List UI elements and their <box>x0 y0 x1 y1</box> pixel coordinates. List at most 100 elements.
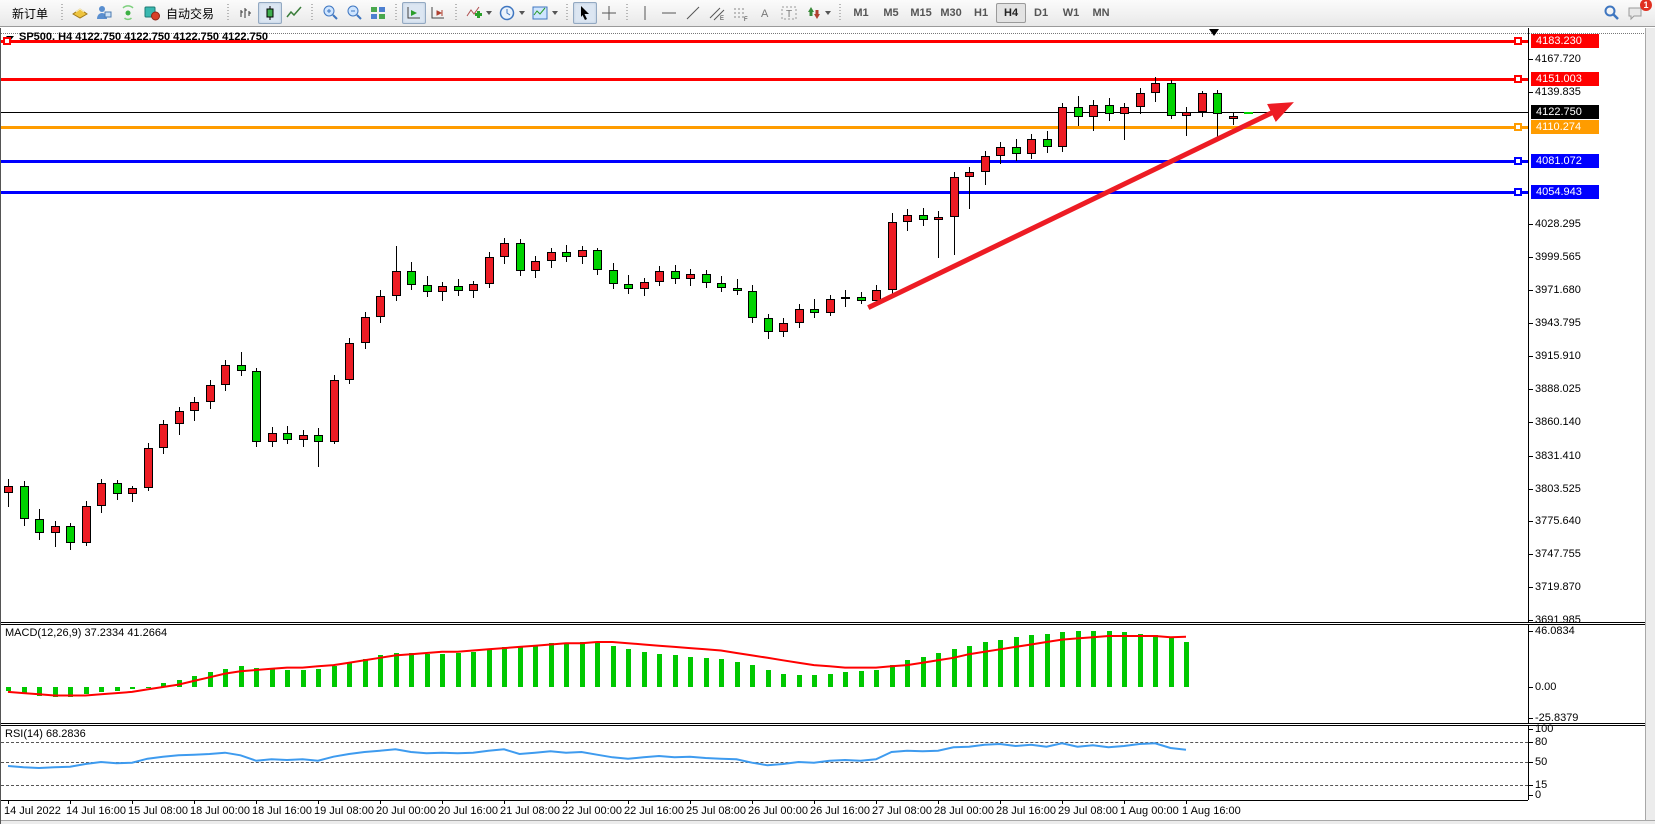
tf-h4-button[interactable]: H4 <box>996 3 1027 23</box>
macd-histogram-bar <box>1060 632 1065 687</box>
search-button[interactable] <box>1599 2 1623 24</box>
templates-icon <box>531 4 549 22</box>
candle <box>702 273 711 283</box>
tf-d1-button[interactable]: D1 <box>1034 7 1049 19</box>
crosshair-button[interactable] <box>597 2 621 24</box>
price-tick-3775.640: 3775.640 <box>1535 515 1581 527</box>
rsi-value: 68.2836 <box>45 728 86 740</box>
tf-w1-button[interactable]: W1 <box>1062 7 1080 19</box>
hline-4054.943[interactable] <box>1 191 1528 194</box>
macd-histogram-bar <box>642 651 647 687</box>
tf-h1-button[interactable]: H1 <box>974 7 989 19</box>
toolbar-grip[interactable] <box>625 4 630 22</box>
text-label-button[interactable]: T <box>777 2 801 24</box>
chart-profile-button[interactable] <box>68 2 92 24</box>
candle <box>469 284 478 292</box>
candle <box>20 485 29 519</box>
horizontal-line-button[interactable] <box>657 2 681 24</box>
macd-name: MACD(12,26,9) <box>5 627 82 639</box>
arrows-dropdown-caret[interactable] <box>825 11 832 15</box>
candle <box>51 525 60 533</box>
autotrading-button[interactable]: 自动交易 <box>140 2 222 24</box>
trendline-button[interactable] <box>681 2 705 24</box>
indicators-icon <box>465 4 483 22</box>
hline-4122.750[interactable] <box>1 112 1528 113</box>
macd-histogram-bar <box>983 642 988 687</box>
toolbar-grip[interactable] <box>565 4 570 22</box>
fibonacci-button[interactable]: F <box>729 2 753 24</box>
bar-chart-button[interactable] <box>234 2 258 24</box>
rsi-splitter[interactable] <box>1 723 1655 726</box>
candle <box>82 505 91 544</box>
signals-button[interactable] <box>116 2 140 24</box>
time-tick <box>318 800 319 804</box>
zoom-in-button[interactable] <box>318 2 342 24</box>
indicators-button[interactable] <box>462 2 495 24</box>
toolbar-grip[interactable] <box>60 4 65 22</box>
zoom-out-button[interactable] <box>342 2 366 24</box>
price-tick-3831.410-tick <box>1528 456 1533 457</box>
trend-arrow[interactable] <box>867 102 1294 310</box>
candle <box>857 297 866 301</box>
line-handle[interactable] <box>1514 123 1522 131</box>
new-order-button[interactable]: 新订单 <box>4 2 56 24</box>
vertical-line-button[interactable] <box>633 2 657 24</box>
auto-scroll-button[interactable] <box>402 2 427 24</box>
candle <box>345 343 354 380</box>
toolbar-grip[interactable] <box>310 4 315 22</box>
periods-dropdown-caret[interactable] <box>519 11 526 15</box>
tf-m15-button[interactable]: M15 <box>910 7 932 19</box>
candle <box>500 242 509 257</box>
price-tick-3803.525: 3803.525 <box>1535 483 1581 495</box>
line-handle[interactable] <box>1514 37 1522 45</box>
macd-splitter[interactable] <box>1 622 1655 625</box>
macd-histogram-bar <box>456 653 461 687</box>
templates-dropdown-caret[interactable] <box>552 11 559 15</box>
text-button[interactable]: A <box>753 2 777 24</box>
tf-mn-button[interactable]: MN <box>1092 7 1110 19</box>
equidistant-channel-button[interactable]: E <box>705 2 729 24</box>
candle <box>438 286 447 293</box>
line-chart-button[interactable] <box>282 2 306 24</box>
periods-button[interactable] <box>495 2 528 24</box>
indicators-dropdown-caret[interactable] <box>486 11 493 15</box>
candle <box>996 147 1005 156</box>
notifications-button[interactable]: 1 <box>1623 0 1652 24</box>
hline-4110.274[interactable] <box>1 126 1528 129</box>
metaeditor-button[interactable] <box>92 2 116 24</box>
toolbar-grip[interactable] <box>838 4 843 22</box>
toolbar-grip[interactable] <box>394 4 399 22</box>
line-handle[interactable] <box>1514 188 1522 196</box>
time-label: 18 Jul 00:00 <box>190 805 250 817</box>
chart-area[interactable]: SP500, H4 4122.750 4122.750 4122.750 412… <box>0 28 1655 824</box>
rsi-axis-80-tick <box>1528 742 1533 743</box>
candle <box>1012 147 1021 155</box>
time-tick <box>132 800 133 804</box>
toolbar-grip[interactable] <box>454 4 459 22</box>
tile-windows-button[interactable] <box>366 2 390 24</box>
toolbar-grip[interactable] <box>226 4 231 22</box>
macd-histogram-bar <box>657 654 662 687</box>
hline-4081.072[interactable] <box>1 160 1528 163</box>
chart-shift-button[interactable] <box>426 2 450 24</box>
line-handle[interactable] <box>3 37 11 45</box>
candle-wick <box>8 478 9 507</box>
line-handle[interactable] <box>1514 75 1522 83</box>
candlestick-chart-button[interactable] <box>258 2 283 24</box>
candle <box>485 257 494 285</box>
macd-histogram-bar <box>394 653 399 687</box>
tf-m1-button[interactable]: M1 <box>853 7 869 19</box>
cursor-button[interactable] <box>573 2 598 24</box>
macd-histogram-bar <box>874 670 879 687</box>
line-handle[interactable] <box>1514 157 1522 165</box>
tf-m30-button[interactable]: M30 <box>940 7 962 19</box>
hline-4183.230[interactable] <box>1 40 1528 43</box>
tf-m5-button[interactable]: M5 <box>883 7 899 19</box>
rsi-name: RSI(14) <box>5 728 43 740</box>
templates-button[interactable] <box>528 2 561 24</box>
candle <box>764 318 773 333</box>
candle <box>1136 93 1145 108</box>
macd-histogram-bar <box>673 655 678 687</box>
hline-4151.003[interactable] <box>1 78 1528 81</box>
arrows-button[interactable] <box>801 2 834 24</box>
